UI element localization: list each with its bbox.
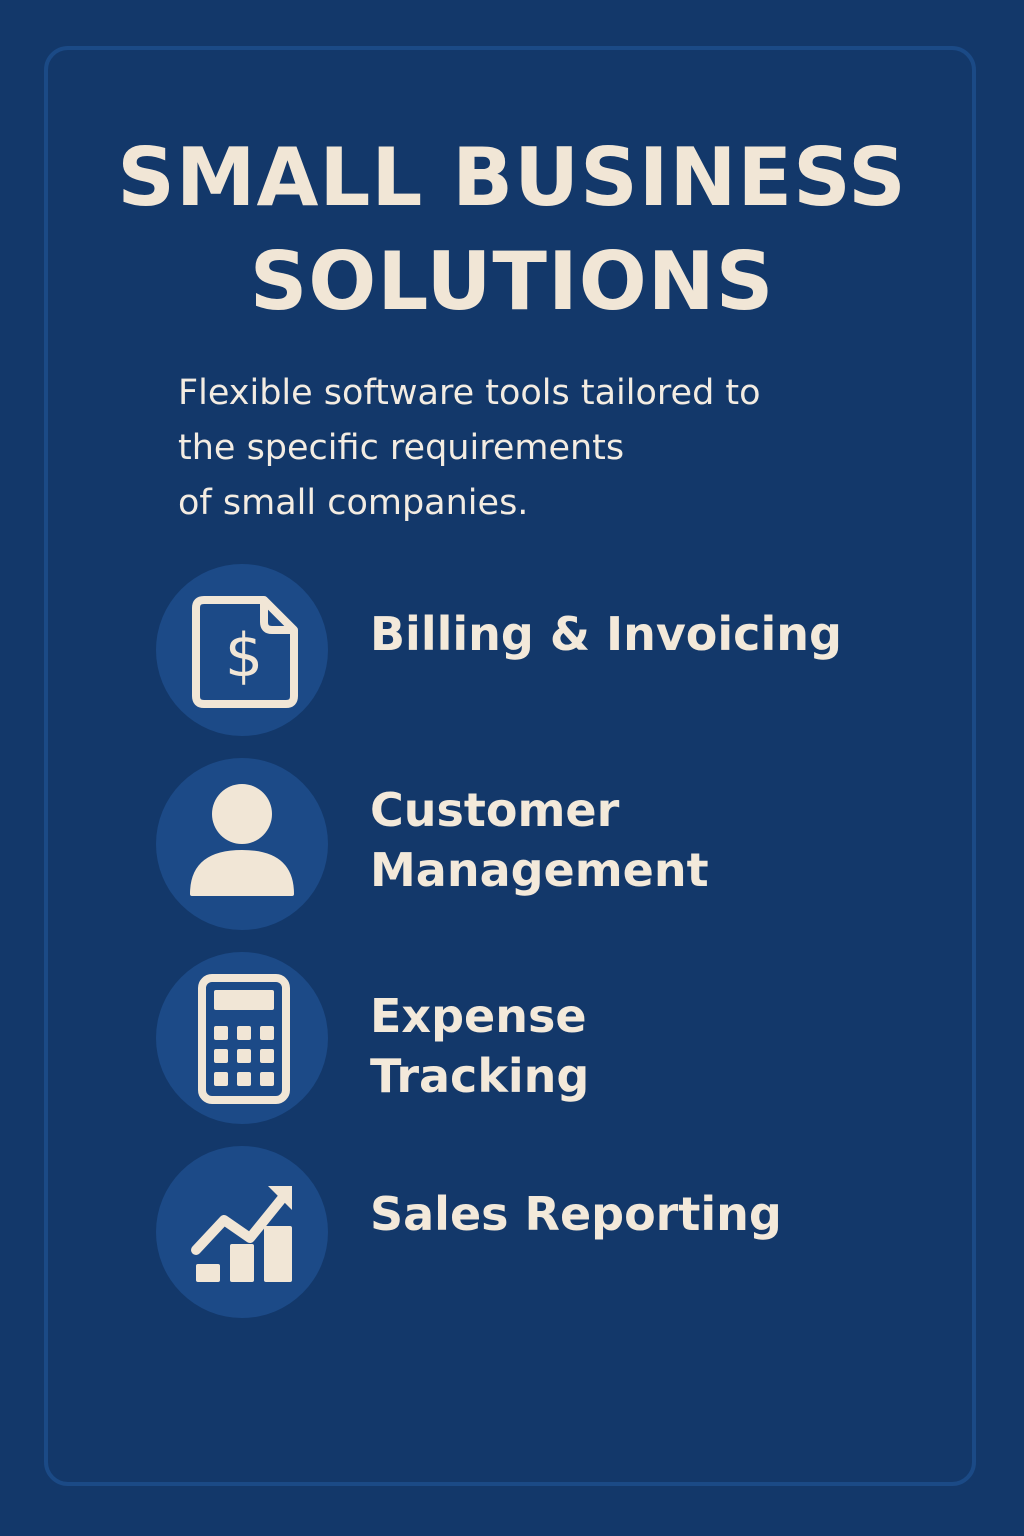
title-line-2: SOLUTIONS [249,235,775,328]
page-title: SMALL BUSINESS SOLUTIONS [0,126,1024,334]
subtitle: Flexible software tools tailored to the … [178,366,878,531]
title-line-1: SMALL BUSINESS [117,131,907,224]
subtitle-line-3: of small companies. [178,483,529,523]
subtitle-line-1: Flexible software tools tailored to [178,373,761,413]
subtitle-line-2: the specific requirements [178,428,625,468]
